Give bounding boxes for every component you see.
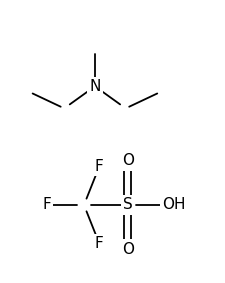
Text: S: S [123,198,133,213]
Text: F: F [95,236,104,251]
Text: OH: OH [162,198,186,213]
Text: F: F [95,159,104,174]
Text: O: O [122,242,134,257]
Text: N: N [89,79,101,94]
Text: O: O [122,153,134,168]
Text: F: F [42,198,51,213]
